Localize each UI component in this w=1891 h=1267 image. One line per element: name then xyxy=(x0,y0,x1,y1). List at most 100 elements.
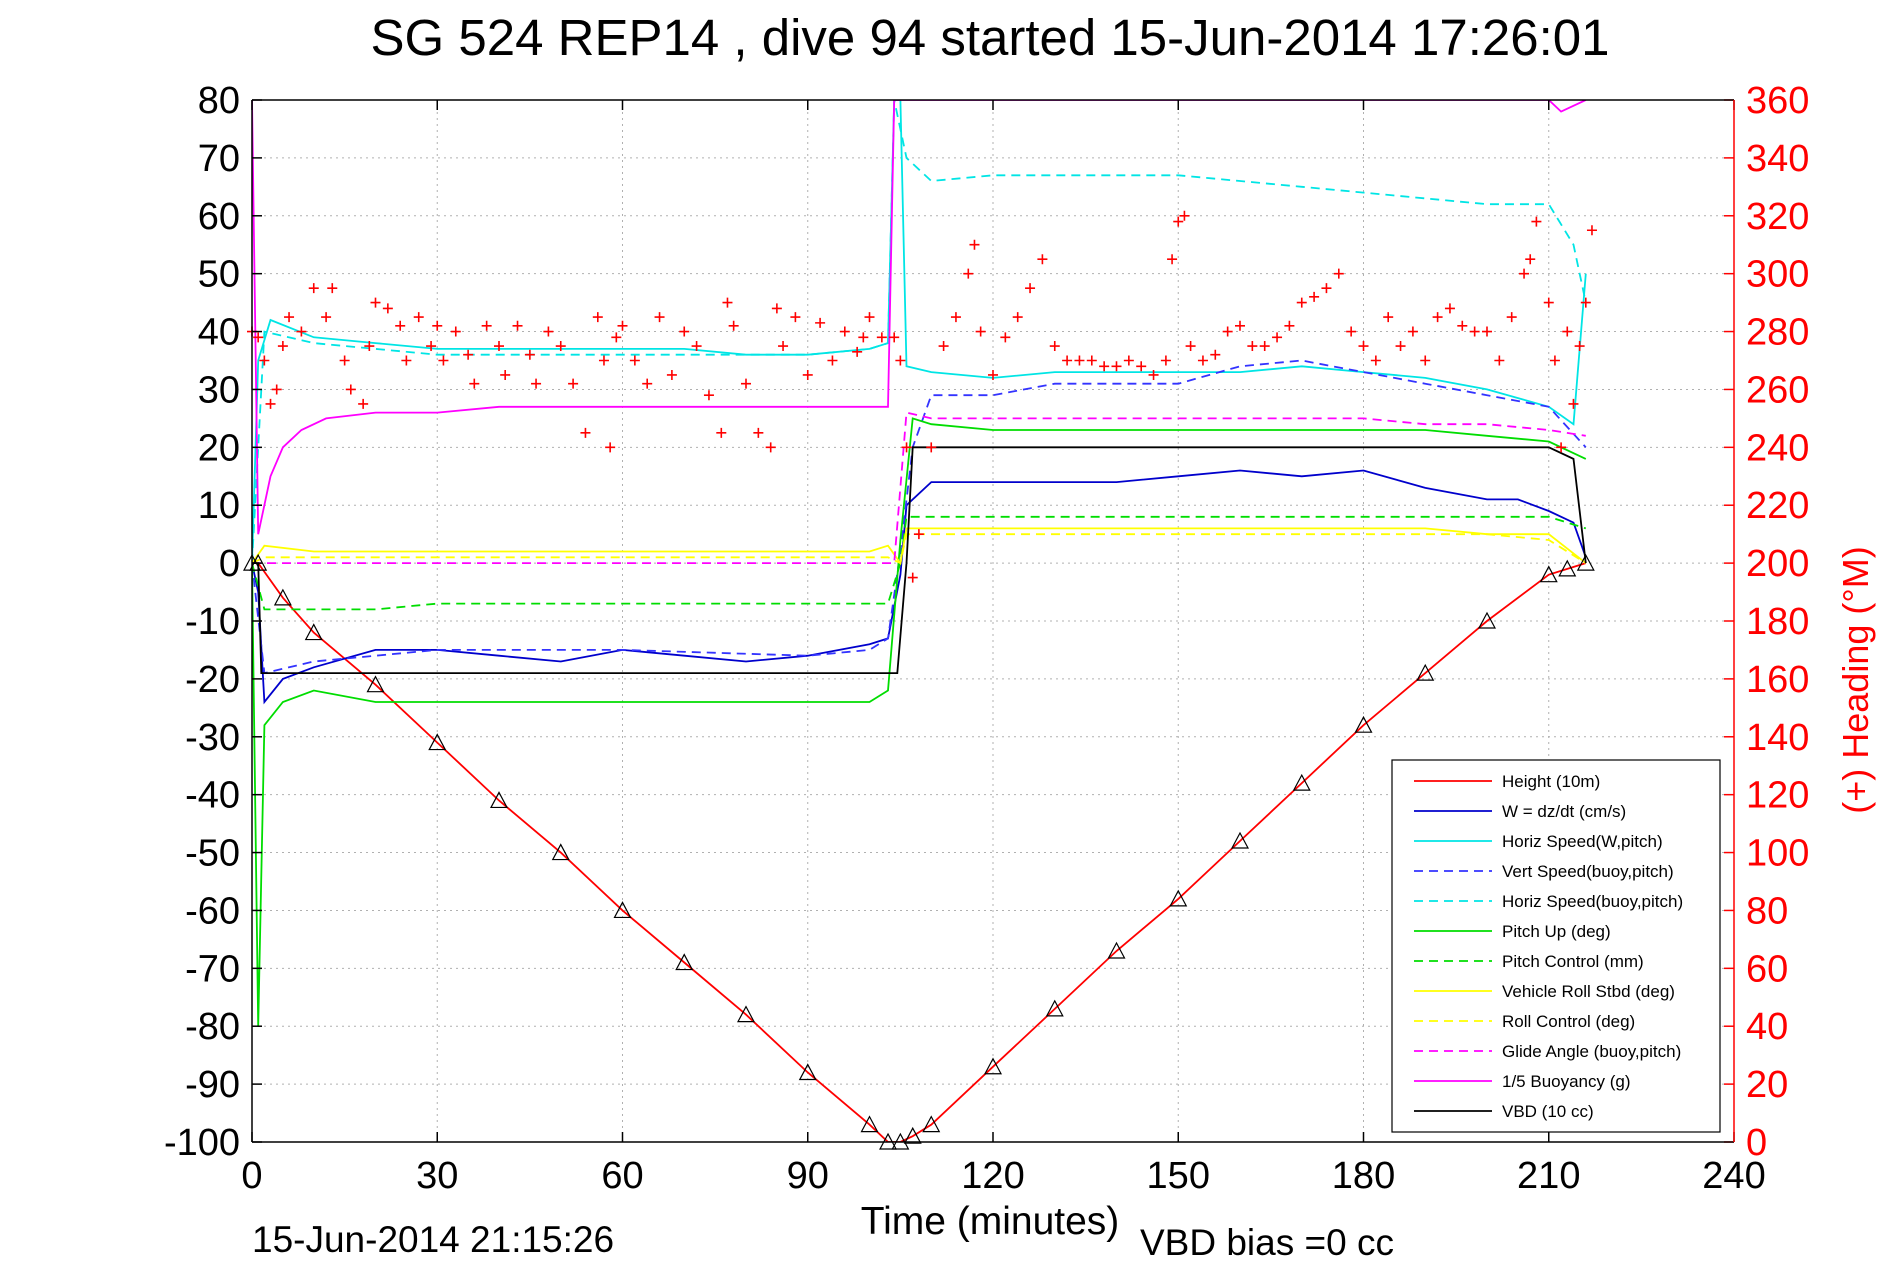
heading-point xyxy=(1037,254,1048,265)
footer-timestamp: 15-Jun-2014 21:15:26 xyxy=(252,1219,614,1260)
legend-label-pitch-control-mm: Pitch Control (mm) xyxy=(1502,952,1644,971)
heading-point xyxy=(265,398,276,409)
y-left-tick-label: -20 xyxy=(185,659,240,701)
heading-point xyxy=(1272,332,1283,343)
heading-point xyxy=(1235,320,1245,331)
heading-point xyxy=(895,355,906,366)
y-left-tick-label: 50 xyxy=(198,254,240,296)
y-right-tick-label: 180 xyxy=(1746,601,1809,643)
heading-point xyxy=(413,312,424,323)
heading-point xyxy=(1395,341,1406,352)
heading-point xyxy=(1086,355,1097,366)
heading-point xyxy=(1179,210,1190,221)
y-right-tick-label: 320 xyxy=(1746,196,1809,238)
heading-point xyxy=(876,332,887,343)
height-marker xyxy=(737,1005,755,1023)
heading-point xyxy=(321,312,332,323)
series-line-w-dz-dt-cm-s xyxy=(252,469,1587,705)
height-marker xyxy=(428,733,447,751)
y-right-tick-label: 240 xyxy=(1746,427,1809,469)
heading-point xyxy=(432,320,443,331)
heading-point xyxy=(1562,326,1573,337)
heading-point xyxy=(259,355,270,366)
heading-point xyxy=(617,320,628,331)
heading-point xyxy=(463,349,474,360)
height-marker xyxy=(1231,831,1249,849)
heading-point xyxy=(1099,361,1110,372)
heading-point xyxy=(1346,326,1357,337)
height-marker xyxy=(1416,663,1435,681)
heading-point xyxy=(395,320,406,331)
heading-point xyxy=(1284,320,1295,331)
heading-point xyxy=(1519,268,1530,279)
heading-point xyxy=(1148,369,1159,380)
heading-point xyxy=(253,332,264,343)
heading-point xyxy=(901,442,912,453)
heading-point xyxy=(926,442,937,453)
heading-point xyxy=(938,341,949,352)
height-marker xyxy=(1292,773,1311,791)
heading-point xyxy=(1062,355,1073,366)
heading-point xyxy=(580,427,591,438)
heading-point xyxy=(1123,355,1134,366)
heading-point xyxy=(839,326,850,337)
y-left-tick-label: -80 xyxy=(185,1006,240,1048)
heading-point xyxy=(741,378,751,389)
x-tick-label: 240 xyxy=(1702,1155,1765,1197)
y-right-tick-label: 40 xyxy=(1746,1006,1788,1048)
x-tick-label: 30 xyxy=(416,1155,458,1197)
heading-point xyxy=(852,346,863,357)
heading-point xyxy=(1025,283,1036,294)
heading-point xyxy=(778,341,789,352)
heading-point xyxy=(1531,216,1542,227)
height-marker xyxy=(922,1115,941,1133)
heading-point xyxy=(716,427,727,438)
heading-point xyxy=(629,355,640,366)
y-left-tick-label: -40 xyxy=(185,775,240,817)
y-left-tick-label: 30 xyxy=(198,369,240,411)
y-right-tick-label: 60 xyxy=(1746,948,1788,990)
height-marker xyxy=(1045,999,1064,1017)
series-line-1-5-buoyancy-g xyxy=(252,100,1587,535)
heading-point xyxy=(1247,341,1258,352)
heading-point xyxy=(512,320,523,331)
heading-point xyxy=(598,355,609,366)
y-left-tick-label: 40 xyxy=(198,312,240,354)
heading-point xyxy=(1506,312,1517,323)
heading-point xyxy=(679,326,690,337)
heading-point xyxy=(1049,341,1060,352)
y-left-tick-label: 60 xyxy=(198,196,240,238)
y-right-tick-label: 120 xyxy=(1746,775,1809,817)
heading-point xyxy=(1586,225,1597,236)
heading-point xyxy=(605,442,616,453)
heading-point xyxy=(969,239,980,250)
legend-box xyxy=(1391,759,1721,1133)
legend-label-pitch-up-deg: Pitch Up (deg) xyxy=(1502,922,1611,941)
y-left-tick-label: 80 xyxy=(198,80,240,122)
y-left-tick-label: -70 xyxy=(185,948,240,990)
y-right-tick-label: 0 xyxy=(1746,1122,1767,1164)
heading-point xyxy=(1197,355,1208,366)
heading-point xyxy=(642,378,653,389)
heading-point xyxy=(988,369,998,380)
heading-point xyxy=(1321,283,1332,294)
heading-point xyxy=(1444,303,1455,314)
x-tick-label: 60 xyxy=(601,1155,643,1197)
y-left-tick-label: -60 xyxy=(185,890,240,932)
heading-point xyxy=(722,297,733,308)
height-marker xyxy=(551,843,570,861)
height-marker xyxy=(1576,553,1595,571)
heading-point xyxy=(1420,355,1431,366)
heading-point xyxy=(327,283,338,294)
heading-point xyxy=(1167,254,1178,265)
heading-point xyxy=(500,369,511,380)
height-marker xyxy=(903,1126,922,1144)
axes-layer xyxy=(251,99,1735,1143)
series-line-horiz-speed-w-pitch xyxy=(252,100,1587,564)
height-marker xyxy=(675,953,694,971)
y-left-tick-label: -50 xyxy=(185,833,240,875)
footer-vbd-bias: VBD bias =0 cc xyxy=(1140,1222,1394,1262)
heading-point xyxy=(1309,291,1320,302)
heading-point xyxy=(494,341,504,352)
legend-label-horiz-speed-w-pitch: Horiz Speed(W,pitch) xyxy=(1502,832,1663,851)
